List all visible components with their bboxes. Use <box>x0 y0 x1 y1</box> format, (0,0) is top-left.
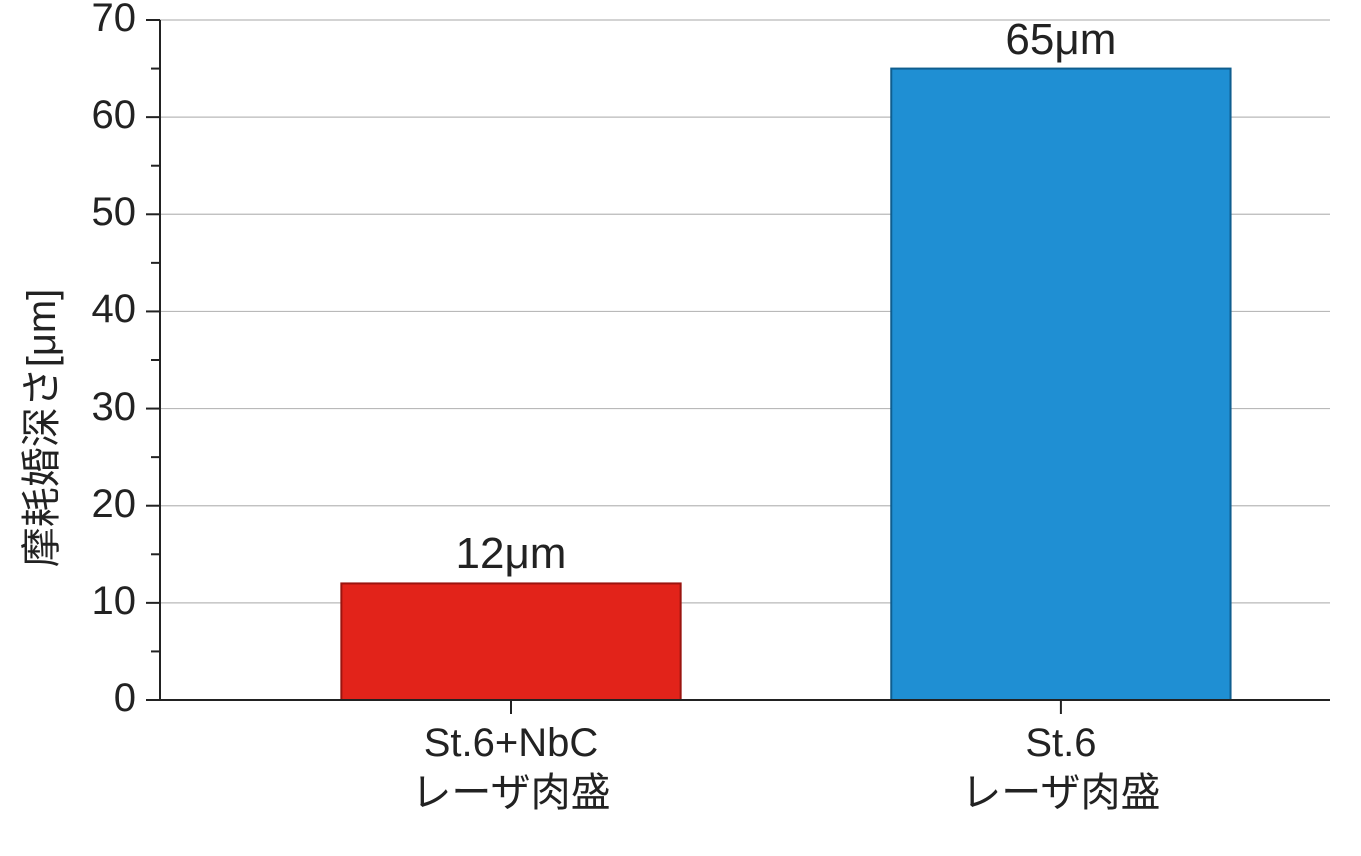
x-category-line1: St.6 <box>841 718 1281 768</box>
bar-st6-nbc <box>341 583 680 700</box>
y-tick-label: 0 <box>114 676 136 721</box>
bar-value-text: 65μm <box>1005 15 1116 64</box>
bar-value-label: 12μm <box>361 529 661 579</box>
y-tick-label: 10 <box>92 579 137 624</box>
bar-st6 <box>891 69 1230 700</box>
y-tick-label: 50 <box>92 190 137 235</box>
x-category-line1: St.6+NbC <box>291 718 731 768</box>
y-tick-label: 40 <box>92 287 137 332</box>
x-category-label: St.6レーザ肉盛 <box>841 718 1281 818</box>
y-tick-label: 70 <box>92 0 137 41</box>
bar-value-text: 12μm <box>456 529 567 578</box>
y-tick-label: 20 <box>92 482 137 527</box>
y-tick-label: 60 <box>92 93 137 138</box>
x-category-label: St.6+NbCレーザ肉盛 <box>291 718 731 818</box>
wear-depth-bar-chart: 摩耗婚深さ[μm] 0 10 20 30 40 50 60 70 12μm 65μm St.6+… <box>0 0 1361 856</box>
bar-value-label: 65μm <box>911 15 1211 65</box>
y-axis-label: 摩耗婚深さ[μm] <box>9 289 67 568</box>
y-tick-label: 30 <box>92 385 137 430</box>
x-category-line2: レーザ肉盛 <box>841 768 1281 818</box>
x-category-line2: レーザ肉盛 <box>291 768 731 818</box>
